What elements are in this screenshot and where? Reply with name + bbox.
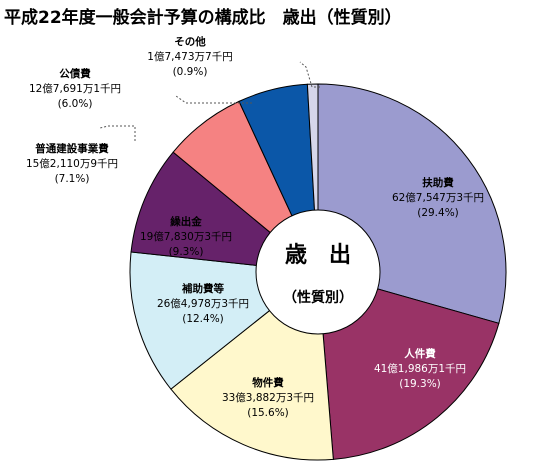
slice-label-amount: 12億7,691万1千円: [29, 82, 121, 95]
slice-label-percent: (29.4%): [417, 207, 459, 219]
center-label: 歳 出: [285, 243, 351, 268]
slice-label-name: 扶助費: [422, 176, 454, 189]
slice-label-name: 人件費: [404, 347, 436, 360]
leader-line: [175, 95, 252, 104]
slice-label-name: 繰出金: [170, 215, 202, 228]
slice-label-percent: (15.6%): [247, 407, 289, 419]
slice-label-name: 公債費: [59, 67, 91, 80]
leader-line: [299, 61, 320, 88]
chart-title: 平成22年度一般会計予算の構成比 歳出（性質別）: [4, 8, 402, 28]
slice-label-percent: (6.0%): [58, 98, 93, 110]
slice-label-percent: (0.9%): [173, 66, 208, 78]
slice-label-name: その他: [174, 35, 206, 48]
slice-label-percent: (12.4%): [182, 313, 224, 325]
slice-label-amount: 19億7,830万3千円: [140, 230, 232, 243]
center-hole: [255, 209, 381, 335]
slice-label-name: 補助費等: [181, 282, 224, 295]
pie-slice: [317, 271, 500, 460]
slice-label-amount: 62億7,547万3千円: [392, 191, 484, 204]
slice-label-amount: 26億4,978万3千円: [157, 297, 249, 310]
leader-lines: [99, 61, 320, 141]
slice-label-percent: (9.3%): [169, 246, 204, 258]
slice-label-amount: 41億1,986万1千円: [374, 362, 466, 375]
leader-line: [99, 125, 136, 141]
center-sublabel: （性質別）: [283, 289, 353, 306]
slice-label-amount: 1億7,473万7千円: [147, 50, 232, 63]
slice-label-percent: (19.3%): [399, 378, 441, 390]
slice-label-amount: 33億3,882万3千円: [222, 391, 314, 404]
slice-labels: 扶助費 62億7,547万3千円 (29.4%) 人件費 41億1,986万1千円 (19…: [26, 35, 484, 419]
slice-label-name: 普通建設事業費: [35, 142, 109, 155]
slice-label-percent: (7.1%): [55, 173, 90, 185]
slice-label-amount: 15億2,110万9千円: [26, 157, 118, 170]
slice-label-name: 物件費: [252, 376, 284, 389]
